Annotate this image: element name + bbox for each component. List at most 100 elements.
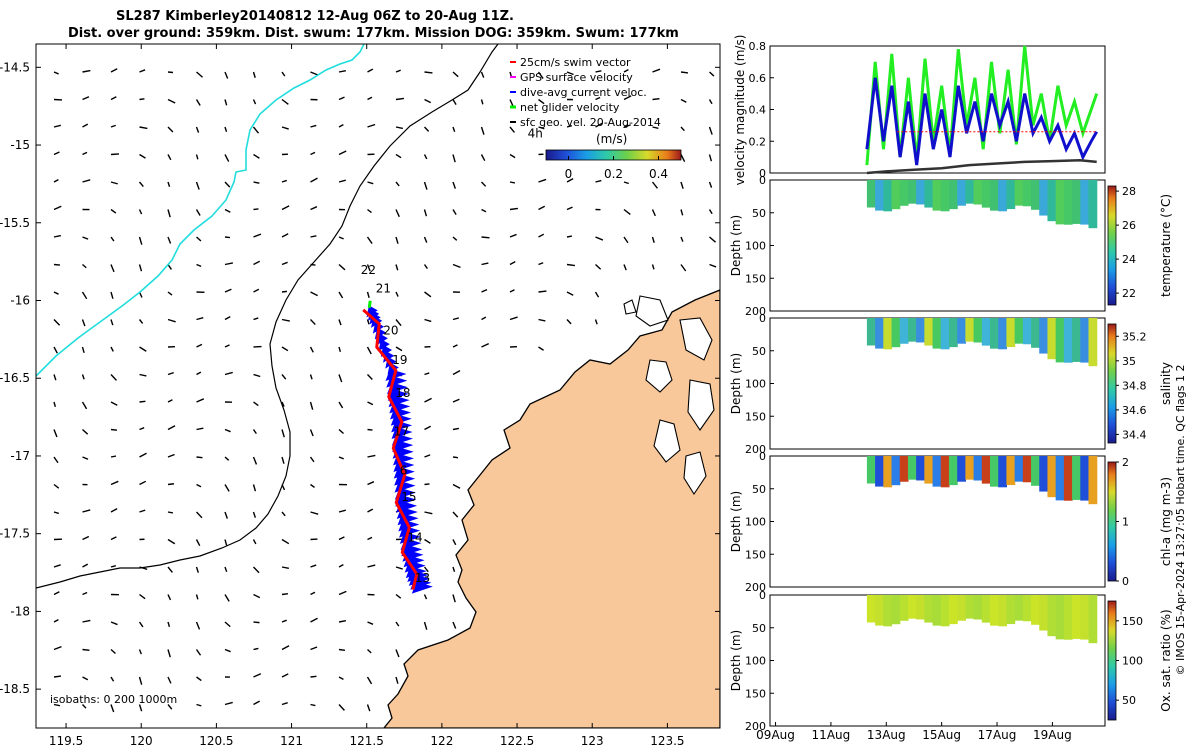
velocity-series-0 (865, 45, 1099, 166)
geo-velocity-arrow (538, 346, 544, 351)
geo-velocity-arrow (680, 98, 687, 103)
geo-velocity-arrow (224, 344, 230, 348)
map-x-tick-label: 122.5 (500, 734, 534, 748)
section-cell (990, 180, 999, 211)
speed-colorbar-tick-label: 0.4 (649, 167, 668, 181)
geo-velocity-arrow (167, 291, 173, 296)
geo-velocity-arrow (309, 401, 314, 410)
geo-velocity-arrow (139, 452, 147, 458)
geo-velocity-arrow (338, 456, 344, 460)
section-y-tick-label: 0 (759, 312, 766, 325)
geo-velocity-arrow (82, 563, 89, 568)
section-cell (965, 180, 975, 204)
geo-velocity-arrow (224, 428, 231, 433)
geo-velocity-arrow (595, 236, 604, 241)
geo-velocity-arrow (395, 621, 400, 627)
section-cell (932, 456, 942, 487)
geo-velocity-arrow (594, 319, 598, 325)
section-colorbar (1107, 600, 1117, 721)
geo-velocity-arrow (110, 704, 115, 713)
geo-velocity-arrow (538, 262, 544, 266)
geo-velocity-arrow (395, 126, 403, 130)
geo-velocity-arrow (53, 319, 61, 326)
map-x-tick-label: 120.5 (199, 734, 233, 748)
map-x-tick-label: 123 (581, 734, 604, 748)
geo-velocity-arrow (139, 373, 147, 377)
section-cell (990, 318, 999, 349)
section-ylabel: Depth (m) (729, 491, 743, 552)
geo-velocity-arrow (110, 676, 115, 682)
section-cell (899, 180, 909, 206)
geo-velocity-arrow (81, 346, 85, 353)
geo-velocity-arrow (623, 95, 632, 101)
section-cell (973, 456, 983, 481)
geo-velocity-arrow (195, 181, 200, 190)
geo-velocity-arrow (367, 428, 373, 431)
section-colorbar (1107, 461, 1117, 582)
geo-velocity-arrow (82, 428, 89, 435)
map-y-tick-label: -17 (10, 449, 30, 463)
geo-velocity-arrow (424, 291, 432, 298)
geo-velocity-arrow (252, 566, 260, 574)
section-cell (998, 595, 1008, 627)
day-label: 15 (401, 490, 416, 504)
geo-velocity-arrow (595, 179, 602, 183)
geo-velocity-arrow (424, 483, 430, 486)
geo-velocity-arrow (196, 71, 203, 78)
geo-velocity-arrow (509, 207, 519, 211)
map-x-tick-label: 121 (280, 734, 303, 748)
geo-velocity-arrow (281, 619, 287, 623)
geo-velocity-arrow (452, 566, 456, 572)
geo-velocity-arrow (281, 456, 285, 464)
geo-velocity-arrow (167, 594, 172, 601)
geo-velocity-arrow (110, 428, 118, 431)
section-colorbar (1107, 323, 1117, 444)
geo-velocity-arrow (367, 508, 374, 513)
geo-velocity-arrow (310, 617, 318, 623)
geo-velocity-arrow (195, 99, 201, 106)
geo-velocity-arrow (709, 263, 717, 268)
geo-velocity-arrow (224, 99, 228, 106)
speed-colorbar-ticks: 0 0.2 0.4 (565, 156, 668, 181)
day-label: 21 (376, 282, 391, 296)
geo-velocity-arrow (53, 703, 61, 707)
geo-velocity-arrow (196, 371, 202, 376)
geo-velocity-arrow (310, 675, 317, 678)
section-colorbar-label: temperature (°C) (1159, 194, 1173, 297)
geo-velocity-arrow (53, 645, 62, 651)
geo-velocity-arrow (281, 318, 290, 322)
section-cell (924, 456, 934, 484)
geo-velocity-arrow (252, 429, 257, 435)
geo-velocity-arrow (253, 647, 259, 651)
geo-velocity-arrow (281, 673, 289, 678)
geo-velocity-arrow (195, 209, 201, 216)
section-cell (1014, 318, 1024, 344)
section-cell (1047, 318, 1057, 360)
geo-velocity-arrow (196, 236, 202, 242)
speed-colorbar-tick-label: 0.2 (604, 167, 623, 181)
geo-velocity-arrow (367, 621, 374, 625)
geo-velocity-arrow (53, 619, 59, 623)
section-cell (1022, 318, 1032, 345)
section-cell (981, 456, 991, 484)
section-cell (957, 318, 966, 344)
title-line-1: SL287 Kimberley20140812 12-Aug 06Z to 20… (116, 9, 514, 24)
geo-velocity-arrow (253, 260, 261, 266)
geo-velocity-arrow (110, 264, 115, 273)
velocity-y-tick-label: 0.2 (749, 135, 767, 148)
geo-velocity-arrow (195, 649, 202, 656)
geo-velocity-arrow (224, 456, 230, 461)
geo-velocity-arrow (196, 483, 202, 488)
geo-velocity-arrow (708, 209, 713, 215)
section-cell (1006, 318, 1016, 348)
geo-velocity-arrow (139, 153, 146, 159)
section-cell (1031, 456, 1040, 486)
geo-velocity-arrow (338, 648, 346, 651)
geo-velocity-arrow (252, 126, 260, 134)
geo-velocity-arrow (424, 538, 431, 544)
geo-velocity-arrow (224, 288, 232, 293)
geo-velocity-arrow (281, 126, 289, 130)
geo-velocity-arrow (680, 71, 689, 74)
